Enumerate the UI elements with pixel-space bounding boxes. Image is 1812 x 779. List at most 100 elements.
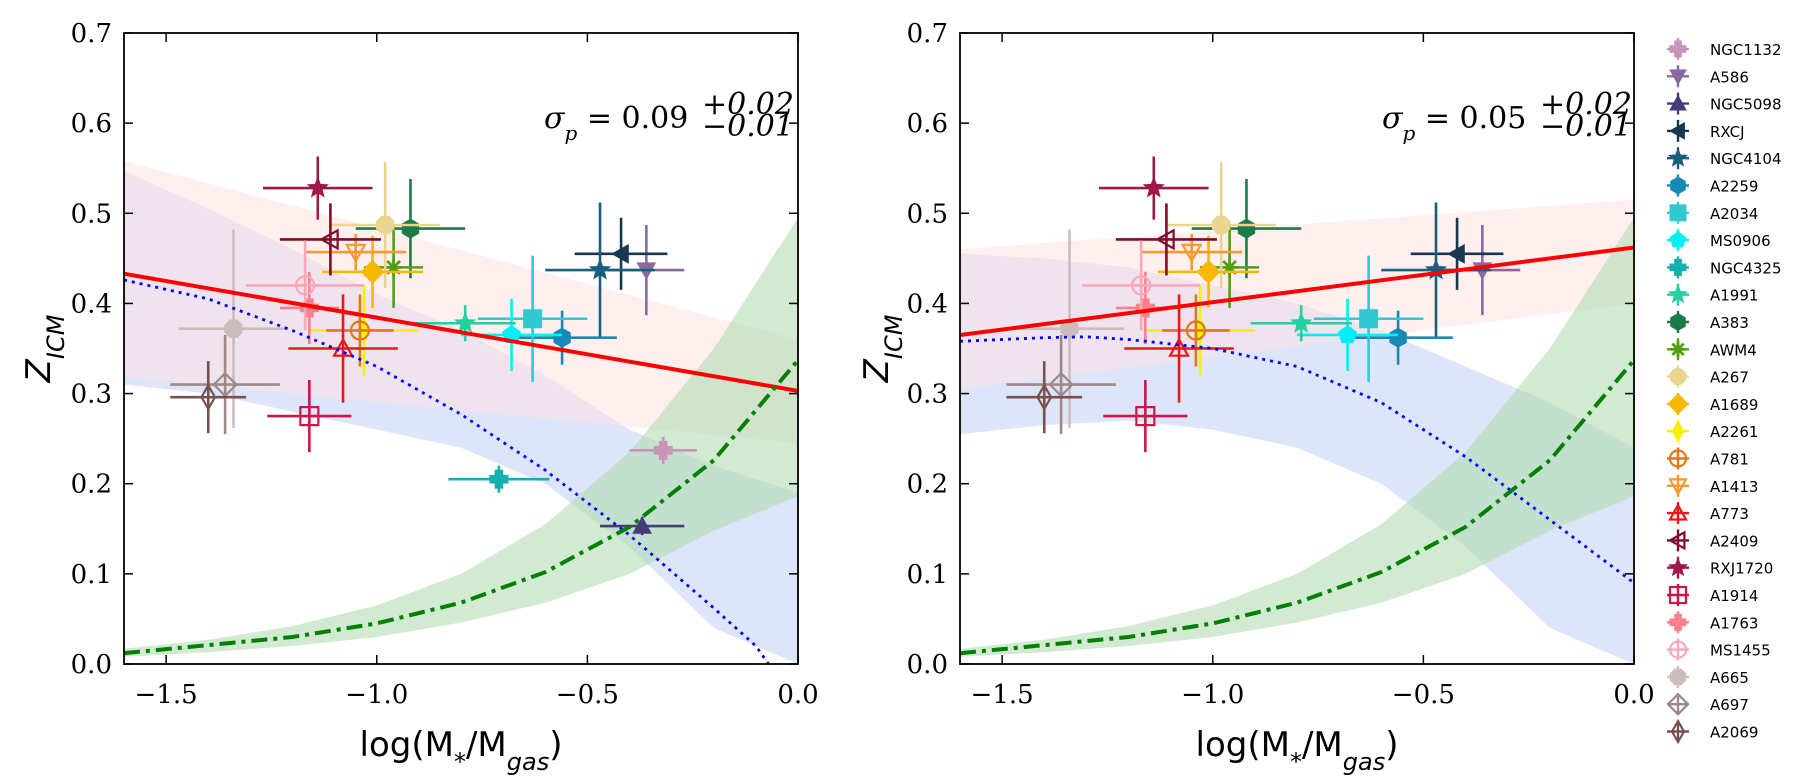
data-point-ngc4325 [448,465,550,493]
legend-label: A1991 [1710,287,1758,305]
sigma-lower-error: −0.01 [702,109,794,144]
legend-label: A267 [1710,369,1749,387]
legend-label: NGC4104 [1710,150,1782,168]
sigma-symbol: σ [1382,101,1404,136]
y-axis-label-sub: ICM [880,314,908,359]
legend-entry-ngc4104: NGC4104 [1667,147,1782,170]
axes-frame [959,32,1635,665]
legend-entry-a2261: A2261 [1667,419,1758,443]
sigma-value: = 0.09 [577,101,688,136]
data-point-a1991 [414,305,516,342]
legend-label: RXCJ [1710,123,1745,141]
y-tick-label: 0.1 [71,560,112,590]
red-fit-band [960,199,1634,390]
axes-frame [123,32,799,665]
red-fit-line [960,245,1634,337]
data-point-a1991 [1250,305,1352,342]
sigma-upper-error: +0.02 [1540,87,1632,122]
sigma-annotation: σp = 0.05 [1382,101,1526,145]
legend-label: A781 [1710,451,1749,469]
data-point-ngc5098 [600,516,685,536]
legend-entry-a2409: A2409 [1667,529,1758,552]
legend-entry-awm4: AWM4 [1667,338,1757,361]
legend-entry-rxj1720: RXJ1720 [1667,556,1773,579]
plot-area [124,156,798,664]
data-point-a697 [170,334,280,435]
y-axis-label-main: Z [857,358,897,383]
legend-label: AWM4 [1710,341,1757,359]
data-point-ms1455 [246,240,365,331]
blue-model-curve [960,335,1634,585]
x-axis-label-part: /M [1302,725,1343,765]
legend-label: A665 [1710,669,1749,687]
x-tick-label: −1.0 [1181,680,1244,710]
data-point-a781 [326,294,394,367]
legend-label: A697 [1710,696,1749,714]
legend-entry-a383: A383 [1667,311,1749,333]
legend-entry-a781: A781 [1667,447,1749,470]
data-point-rxcj [1410,217,1504,290]
y-tick-label: 0.3 [907,380,948,410]
sigma-symbol: σ [544,101,566,136]
legend-label: RXJ1720 [1710,560,1773,578]
sigma-annotation: σp = 0.09 [544,101,688,145]
data-point-a2069 [170,361,247,434]
green-model-band [960,217,1634,657]
data-point-ms0906 [1297,298,1399,372]
legend-label: A586 [1710,68,1749,86]
x-tick-label: 0.0 [777,680,818,710]
legend-label: A2261 [1710,423,1758,441]
x-tick-label: −0.5 [1392,680,1455,710]
legend-label: NGC5098 [1710,96,1782,114]
red-fit-line [124,271,798,393]
legend-label: A1689 [1710,396,1758,414]
legend-entry-a773: A773 [1667,502,1749,525]
x-axis-label-part: gas [1343,748,1385,776]
legend-label: MS0906 [1710,232,1771,250]
legend-label: NGC1132 [1710,41,1782,59]
legend-entry-ngc5098: NGC5098 [1667,92,1782,115]
x-axis-label-part: ) [549,725,562,765]
data-point-rxj1720 [263,156,373,220]
legend-entry-ms0906: MS0906 [1667,229,1771,252]
y-tick-label: 0.5 [907,199,948,229]
data-point-a1689 [321,235,424,308]
data-point-a2069 [1006,361,1083,434]
x-axis-label-part: * [454,748,466,776]
legend-entry-ngc4325: NGC4325 [1667,256,1782,279]
panel-right: −1.5 −1.0 −0.5 0.0 0.0 0.1 0.2 0.3 0.4 0.5 0.6 0.7 l… [857,19,1655,776]
y-tick-label: 0.0 [71,650,112,680]
y-axis-label-sub: ICM [42,314,70,359]
y-tick-label: 0.7 [907,19,948,49]
data-point-a781 [1162,294,1230,367]
y-tick-label: 0.4 [907,289,948,319]
data-point-rxj1720 [1099,156,1209,220]
data-point-a267 [330,161,440,289]
data-point-ngc1132 [629,436,697,464]
plot-area [960,156,1634,664]
x-tick-label: −1.0 [345,680,408,710]
data-point-a1914 [267,380,352,453]
legend-entry-a1763: A1763 [1667,611,1758,634]
legend-entry-a697: A697 [1666,692,1749,716]
legend-label: A773 [1710,505,1749,523]
legend: NGC1132 A586 NGC5098 RXCJ NGC4104 A2259 A2034 M… [1666,38,1782,745]
y-tick-label: 0.2 [907,470,948,500]
y-tick-label: 0.0 [907,650,948,680]
y-axis-label-main: Z [19,358,59,383]
data-point-a1689 [1157,235,1260,308]
y-tick-label: 0.5 [71,199,112,229]
x-tick-label: −1.5 [135,680,198,710]
legend-entry-a2034: A2034 [1667,201,1758,224]
data-point-a267 [1166,161,1276,289]
x-tick-label: 0.0 [1613,680,1654,710]
panel-left: −1.5 −1.0 −0.5 0.0 0.0 0.1 0.2 0.3 0.4 0.5 0.6 0.7 l… [19,19,819,776]
legend-label: A2069 [1710,724,1758,742]
data-point-a2409 [279,203,381,276]
sigma-lower-error: −0.01 [1540,109,1632,144]
x-axis-label-part: /M [466,725,507,765]
y-tick-label: 0.1 [907,560,948,590]
x-axis-label: log(M*/Mgas) [1196,725,1399,776]
legend-label: A1914 [1710,587,1758,605]
